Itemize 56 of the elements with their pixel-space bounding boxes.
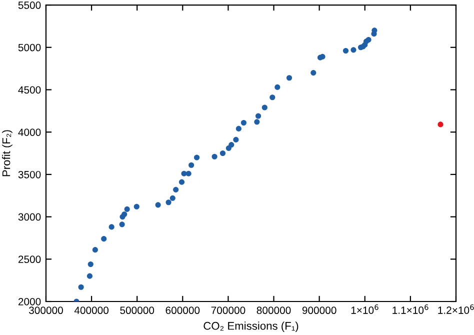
point [254, 119, 260, 125]
point [188, 162, 194, 168]
x-tick-label: 300000 [28, 306, 63, 314]
point [108, 224, 114, 230]
point [270, 94, 276, 100]
point [186, 170, 192, 176]
point [366, 36, 372, 43]
point [286, 75, 292, 81]
x-tick-label: 700000 [211, 306, 246, 314]
point [166, 200, 172, 206]
point [86, 273, 92, 279]
x-tick-label: 900000 [302, 306, 336, 314]
x-tick-label: 800000 [256, 306, 291, 314]
x-tick-label: 500000 [120, 306, 154, 314]
x-axis-title: CO₂ Emissions (F₁) [204, 322, 298, 332]
x-tick-label: 400000 [74, 306, 109, 314]
point [178, 179, 185, 185]
point [124, 206, 130, 212]
point [438, 122, 444, 128]
point [240, 120, 246, 126]
y-tick-label: 4500 [18, 86, 41, 94]
point [92, 247, 98, 253]
point [310, 70, 316, 76]
y-tick-label: 2000 [18, 298, 41, 306]
point [101, 236, 107, 242]
y-tick-label: 2500 [18, 256, 41, 264]
point [212, 154, 218, 160]
point [194, 154, 200, 160]
y-tick-label: 4000 [18, 128, 41, 136]
point [320, 54, 326, 60]
point [155, 202, 161, 208]
point [255, 113, 262, 119]
point [342, 48, 349, 54]
point [220, 150, 226, 156]
point [262, 104, 268, 110]
y-tick-label: 3500 [18, 170, 41, 178]
point [350, 47, 356, 53]
point [88, 261, 94, 268]
y-tick-label: 5000 [18, 44, 41, 52]
point [170, 195, 176, 201]
point [233, 136, 239, 142]
y-tick-label: 3000 [18, 213, 41, 221]
point [119, 222, 125, 228]
y-tick-label: 5500 [18, 2, 41, 9]
point [228, 142, 234, 148]
point [78, 284, 84, 290]
x-tick-label: 1.1×10$^{6}$ [392, 304, 428, 314]
x-tick-label: 600000 [166, 306, 200, 314]
point [274, 84, 280, 90]
y-axis-title: Profit (F₂) [2, 130, 12, 176]
point [122, 211, 128, 218]
point [173, 186, 179, 192]
x-tick-label: 1.2×10$^{6}$ [438, 304, 474, 314]
point [134, 204, 140, 210]
point [236, 126, 242, 132]
x-tick-label: 1×10$^{6}$ [351, 304, 378, 314]
